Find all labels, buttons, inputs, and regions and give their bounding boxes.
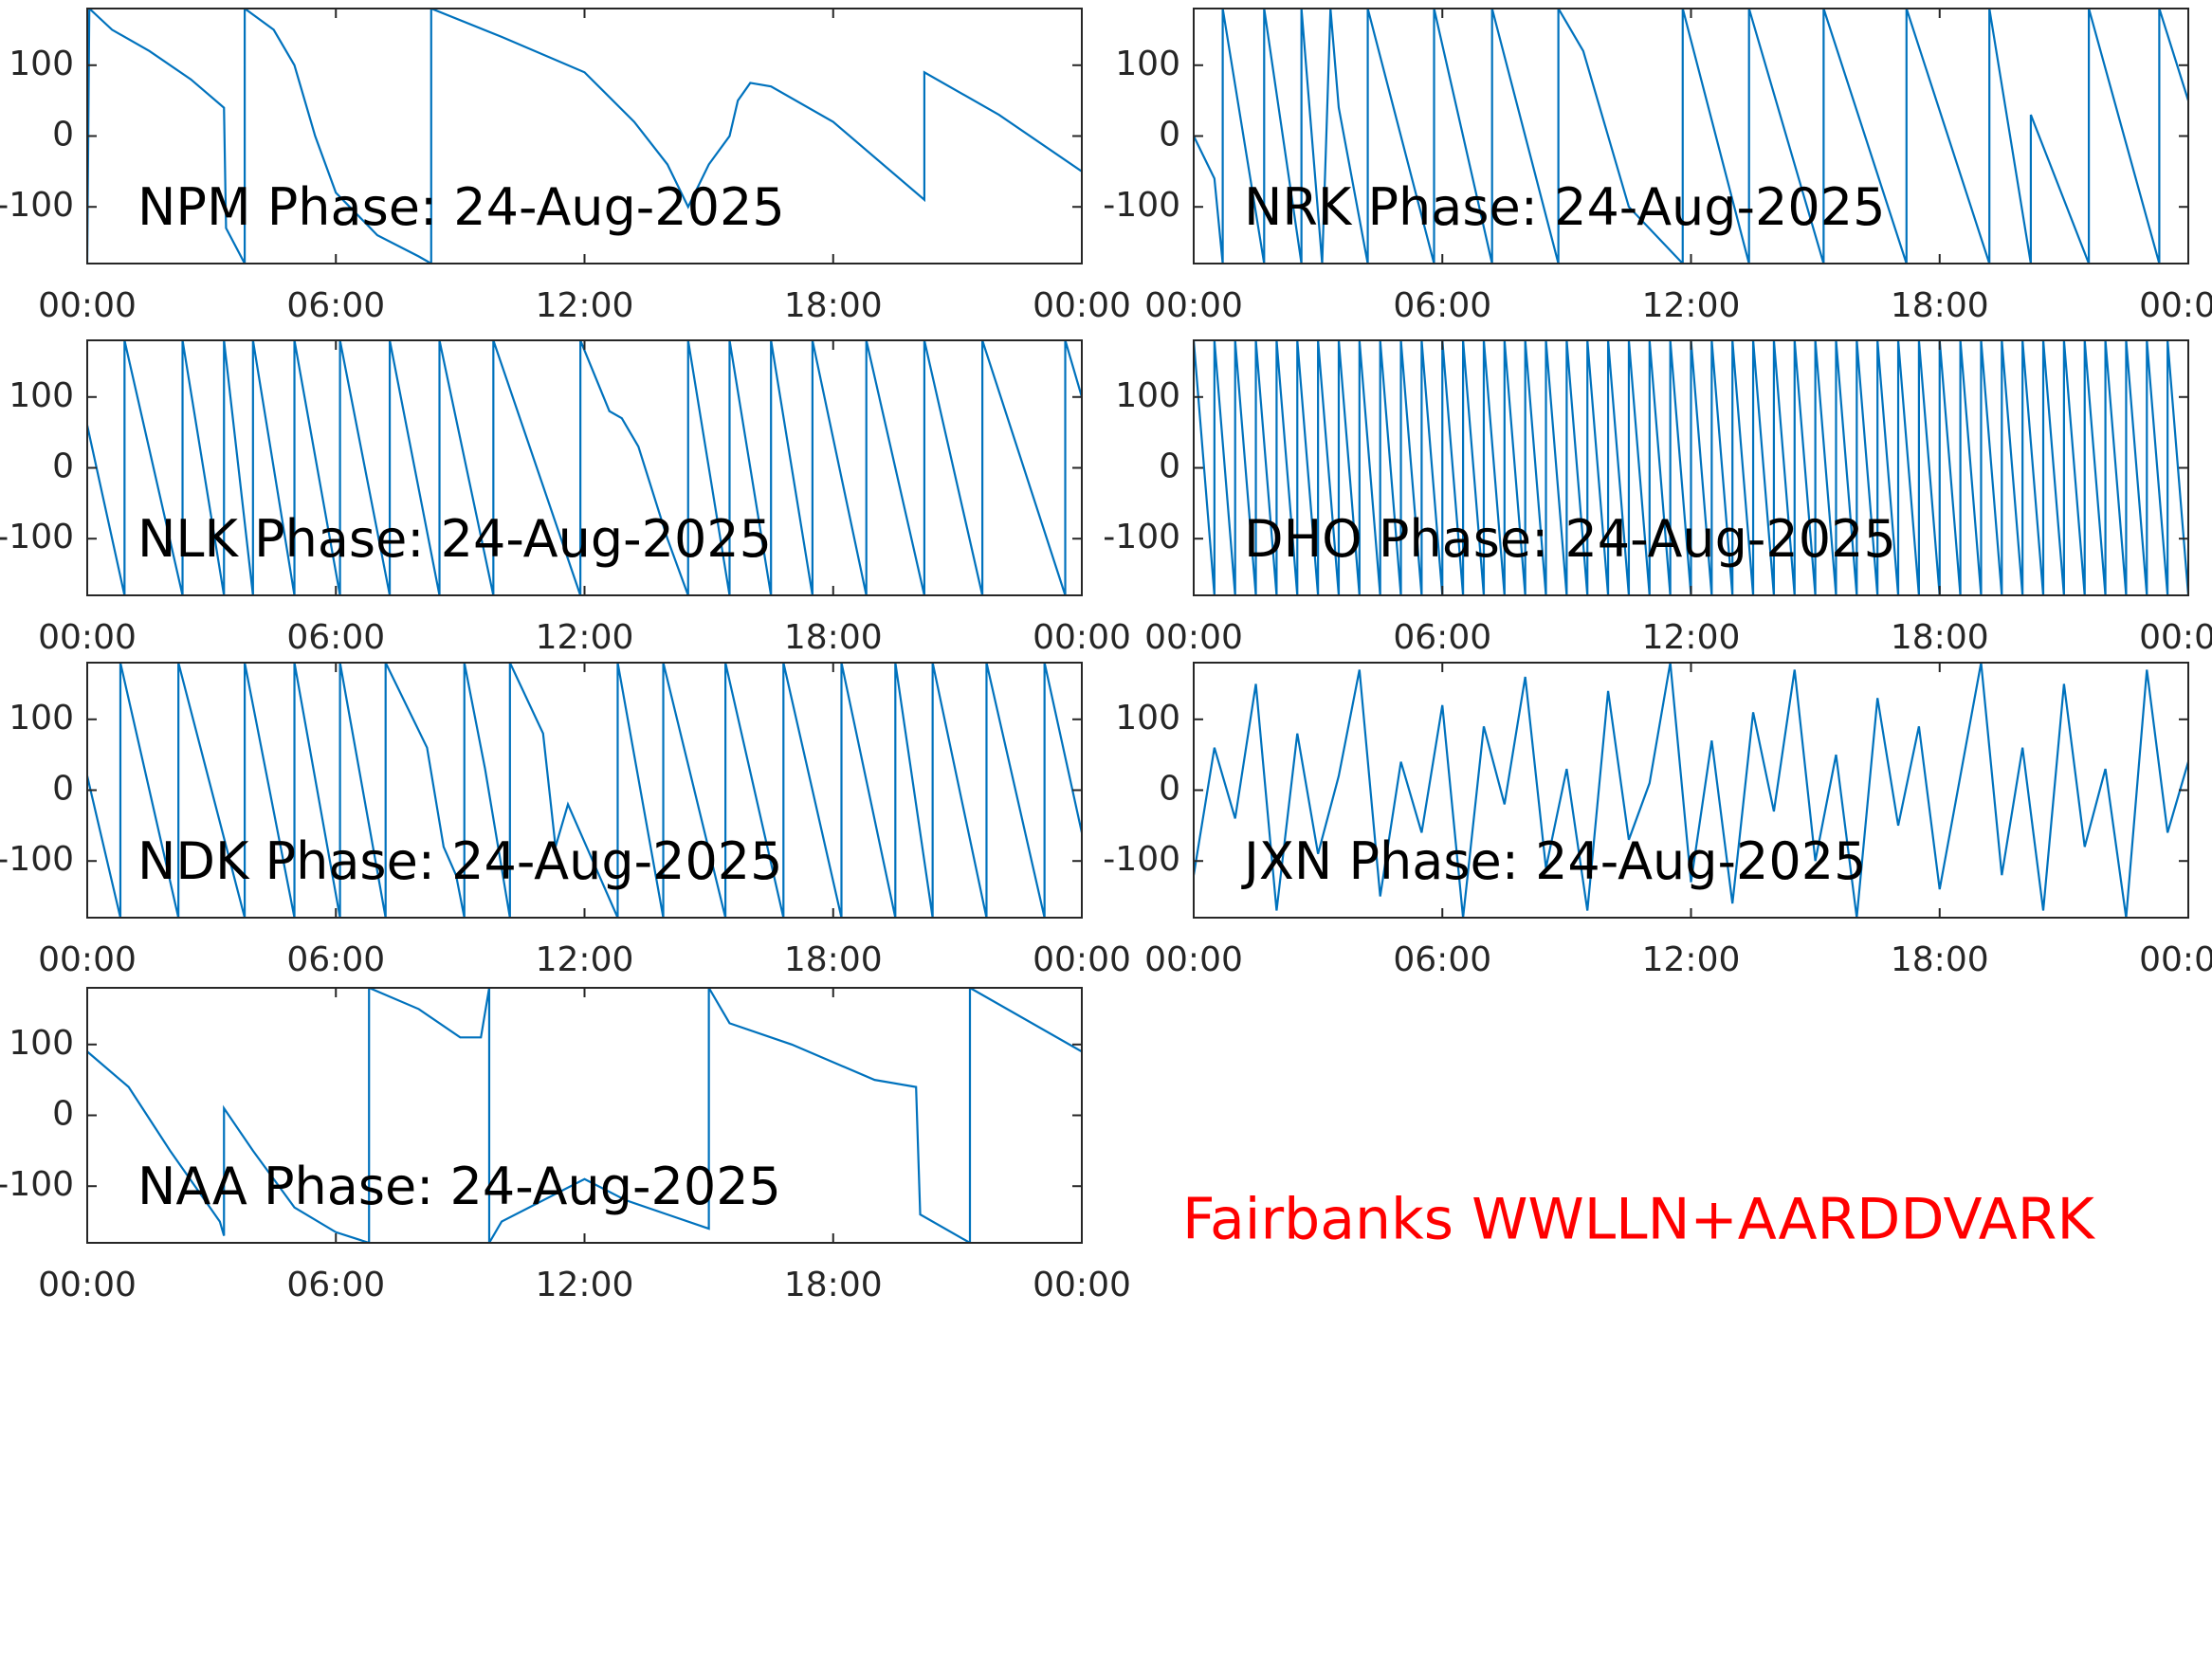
x-tick-label: 12:00 xyxy=(536,286,634,325)
plot-area xyxy=(87,9,1082,264)
x-tick-label: 06:00 xyxy=(1393,940,1491,979)
y-tick-label: -100 xyxy=(0,840,74,879)
x-tick-label: 00:00 xyxy=(1144,618,1243,657)
x-tick-label: 12:00 xyxy=(1642,940,1741,979)
subplot-title: NRK Phase: 24-Aug-2025 xyxy=(1244,177,1885,237)
x-tick-label: 00:00 xyxy=(1033,1266,1131,1304)
y-tick-label: 100 xyxy=(9,45,74,83)
x-tick-label: 00:00 xyxy=(1144,940,1243,979)
subplot-title: NDK Phase: 24-Aug-2025 xyxy=(137,831,783,891)
x-tick-label: 06:00 xyxy=(1393,286,1491,325)
subplot: -100 0 100 00:00 06:00 12:00 18:00 00:00 NDK Pha… xyxy=(0,662,1131,979)
y-tick-label: 100 xyxy=(1115,699,1180,738)
subplot-title: DHO Phase: 24-Aug-2025 xyxy=(1244,509,1896,569)
x-tick-label: 00:00 xyxy=(38,1266,137,1304)
phase-line xyxy=(1194,340,2188,595)
x-tick-label: 00:00 xyxy=(38,940,137,979)
y-tick-label: 0 xyxy=(1159,116,1180,155)
x-tick-label: 12:00 xyxy=(536,618,634,657)
x-tick-label: 18:00 xyxy=(1891,286,1989,325)
subplot: -100 0 100 00:00 06:00 12:00 18:00 00:00 JXN Pha… xyxy=(1103,662,2212,979)
phase-line xyxy=(87,988,1082,1243)
y-tick-label: -100 xyxy=(1103,518,1180,556)
y-tick-label: -100 xyxy=(0,186,74,225)
y-tick-label: 0 xyxy=(52,1095,74,1134)
phase-line xyxy=(87,340,1082,595)
y-tick-label: 0 xyxy=(52,116,74,155)
x-tick-label: 18:00 xyxy=(784,940,883,979)
x-tick-label: 00:00 xyxy=(2139,618,2212,657)
y-tick-label: 100 xyxy=(1115,376,1180,415)
phase-line xyxy=(1194,9,2188,264)
annotation: Fairbanks WWLLN+AARDDVARK xyxy=(1182,1187,2095,1253)
subplot-title: NLK Phase: 24-Aug-2025 xyxy=(137,509,772,569)
subplot-title: NPM Phase: 24-Aug-2025 xyxy=(137,177,785,237)
x-tick-label: 12:00 xyxy=(536,1266,634,1304)
y-tick-label: 0 xyxy=(52,770,74,809)
x-tick-label: 18:00 xyxy=(784,618,883,657)
x-tick-label: 00:00 xyxy=(1033,618,1131,657)
y-tick-label: 0 xyxy=(1159,770,1180,809)
subplot: -100 0 100 00:00 06:00 12:00 18:00 00:00 NAA Pha… xyxy=(0,987,1131,1304)
y-tick-label: -100 xyxy=(1103,186,1180,225)
y-tick-label: 0 xyxy=(1159,447,1180,486)
x-tick-label: 00:00 xyxy=(2139,940,2212,979)
phase-line xyxy=(87,9,1082,264)
y-tick-label: 0 xyxy=(52,447,74,486)
x-tick-label: 18:00 xyxy=(784,286,883,325)
y-tick-label: 100 xyxy=(9,699,74,738)
phase-line xyxy=(87,663,1082,918)
subplot: -100 0 100 00:00 06:00 12:00 18:00 00:00 NRK Pha… xyxy=(1103,8,2212,325)
x-tick-label: 18:00 xyxy=(1891,940,1989,979)
x-tick-label: 06:00 xyxy=(286,940,385,979)
phase-line xyxy=(1194,663,2188,918)
x-tick-label: 00:00 xyxy=(38,286,137,325)
subplot-title: JXN Phase: 24-Aug-2025 xyxy=(1241,831,1866,891)
x-tick-label: 12:00 xyxy=(1642,286,1741,325)
subplot: -100 0 100 00:00 06:00 12:00 18:00 00:00 NPM Pha… xyxy=(0,8,1131,325)
x-tick-label: 00:00 xyxy=(2139,286,2212,325)
x-tick-label: 06:00 xyxy=(1393,618,1491,657)
x-tick-label: 18:00 xyxy=(1891,618,1989,657)
y-tick-label: 100 xyxy=(9,376,74,415)
x-tick-label: 12:00 xyxy=(536,940,634,979)
x-tick-label: 00:00 xyxy=(1144,286,1243,325)
x-tick-label: 18:00 xyxy=(784,1266,883,1304)
subplot-title: NAA Phase: 24-Aug-2025 xyxy=(137,1157,781,1216)
y-tick-label: 100 xyxy=(1115,45,1180,83)
x-tick-label: 00:00 xyxy=(1033,286,1131,325)
y-tick-label: -100 xyxy=(1103,840,1180,879)
x-tick-label: 06:00 xyxy=(286,1266,385,1304)
x-tick-label: 06:00 xyxy=(286,618,385,657)
x-tick-label: 06:00 xyxy=(286,286,385,325)
subplot: -100 0 100 00:00 06:00 12:00 18:00 00:00 DHO Pha… xyxy=(1103,339,2212,657)
y-tick-label: 100 xyxy=(9,1024,74,1063)
x-tick-label: 00:00 xyxy=(1033,940,1131,979)
x-tick-label: 00:00 xyxy=(38,618,137,657)
subplot: -100 0 100 00:00 06:00 12:00 18:00 00:00 NLK Pha… xyxy=(0,339,1131,657)
y-tick-label: -100 xyxy=(0,1165,74,1204)
y-tick-label: -100 xyxy=(0,518,74,556)
x-tick-label: 12:00 xyxy=(1642,618,1741,657)
